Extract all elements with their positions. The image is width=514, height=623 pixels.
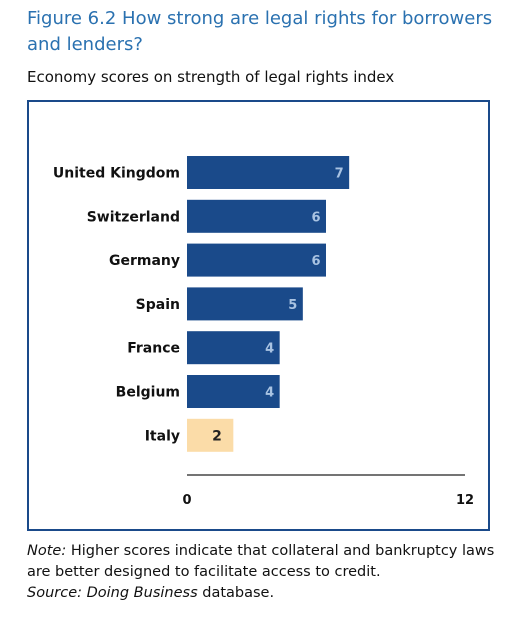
- bar-chart: United Kingdom 7 Switzerland 6 Germany 6 Spain…: [53, 156, 474, 508]
- data-label-switzerland: 6: [311, 210, 320, 225]
- bar-spain: [187, 287, 303, 321]
- note-text: Higher scores indicate that collateral a…: [27, 543, 495, 580]
- bar-italy: [187, 418, 234, 452]
- category-label-france: France: [127, 341, 180, 357]
- data-label-france: 4: [265, 342, 274, 357]
- source-paragraph: Source: Doing Business database.: [27, 583, 502, 604]
- data-label-united-kingdom: 7: [335, 167, 344, 182]
- bar-belgium: [187, 375, 280, 408]
- bar-united-kingdom: [187, 156, 350, 189]
- source-text: database.: [197, 585, 275, 601]
- category-label-switzerland: Switzerland: [87, 209, 180, 225]
- note-label: Note:: [27, 543, 67, 559]
- source-label: Source: Doing Business: [27, 585, 198, 601]
- bar-france: [187, 331, 280, 365]
- note-paragraph: Note: Higher scores indicate that collat…: [27, 541, 502, 583]
- chart-frame: United Kingdom 7 Switzerland 6 Germany 6 Spain…: [27, 100, 490, 531]
- x-tick-label-0: 0: [182, 493, 191, 508]
- bar-switzerland: [187, 199, 326, 233]
- data-label-germany: 6: [311, 254, 320, 269]
- data-label-italy: 2: [212, 428, 222, 444]
- figure-subtitle: Economy scores on strength of legal righ…: [27, 68, 395, 86]
- bar-germany: [187, 243, 326, 277]
- data-label-spain: 5: [288, 298, 297, 313]
- category-label-italy: Italy: [145, 428, 180, 444]
- data-label-belgium: 4: [265, 386, 274, 401]
- x-tick-label-1: 12: [456, 493, 474, 508]
- category-label-spain: Spain: [136, 297, 180, 313]
- figure-notes: Note: Higher scores indicate that collat…: [27, 541, 502, 604]
- category-label-united-kingdom: United Kingdom: [53, 166, 180, 182]
- category-label-belgium: Belgium: [116, 385, 180, 401]
- figure-title: Figure 6.2 How strong are legal rights f…: [27, 8, 493, 55]
- category-label-germany: Germany: [109, 253, 180, 269]
